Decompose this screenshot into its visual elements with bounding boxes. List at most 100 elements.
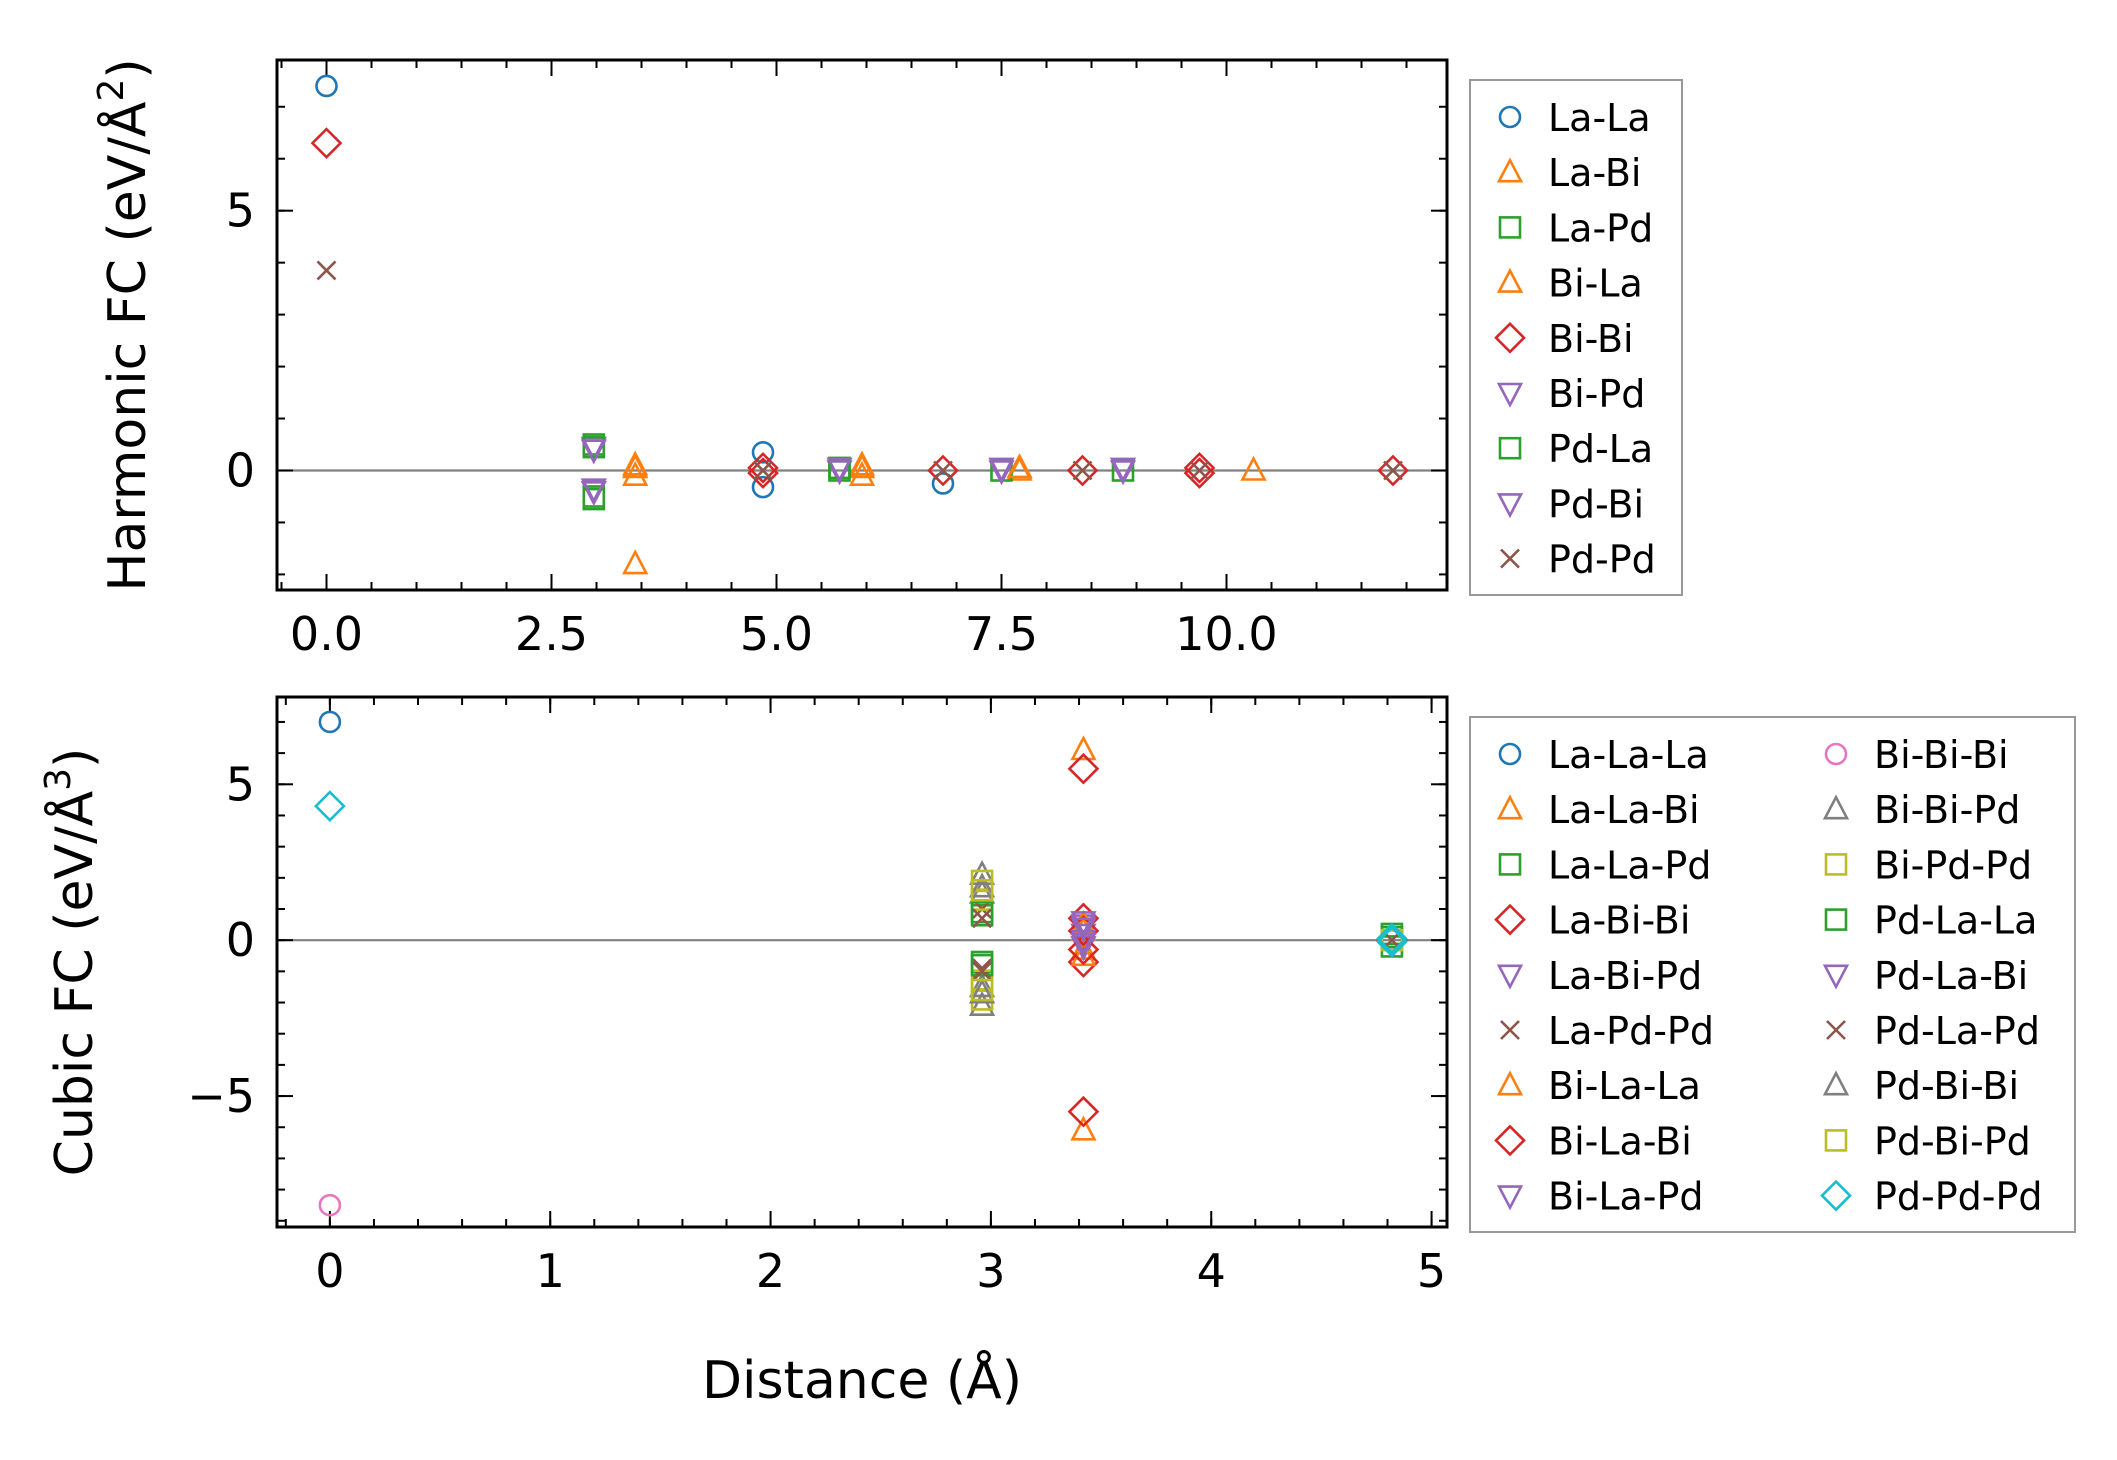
data-point	[933, 460, 953, 481]
data-point	[988, 457, 1015, 483]
legend-marker	[1498, 105, 1522, 129]
legend-entry-label: La-La	[1548, 96, 1651, 140]
data-point	[622, 460, 649, 486]
data-point	[972, 908, 993, 929]
legend-entry-label: La-La-Bi	[1548, 788, 1700, 832]
data-point	[848, 460, 876, 486]
data-point	[580, 478, 607, 504]
data-point	[968, 872, 996, 898]
data-point	[848, 453, 876, 479]
legend-entry-label: La-Pd	[1548, 206, 1653, 250]
legend-marker	[1500, 548, 1520, 569]
legend-entry-label: La-Bi	[1548, 151, 1641, 195]
data-point	[1240, 455, 1267, 481]
data-point	[1006, 453, 1033, 479]
data-point	[968, 972, 996, 998]
legend-marker	[1496, 157, 1524, 183]
x-axis-label: Distance (Å)	[702, 1349, 1022, 1411]
x-tick-label: 10.0	[1175, 607, 1277, 661]
x-tick-label: 2	[756, 1244, 785, 1298]
legend-marker	[1494, 1124, 1526, 1157]
data-point	[622, 549, 649, 575]
data-points	[314, 710, 1408, 1217]
legend-marker	[1496, 382, 1524, 408]
x-tick-label: 5.0	[740, 607, 813, 661]
y-tick-label: −5	[187, 1069, 255, 1123]
legend-marker	[1824, 908, 1848, 931]
data-point	[751, 475, 775, 499]
data-point	[1070, 911, 1097, 937]
data-point	[310, 127, 343, 159]
legend-marker	[1496, 493, 1524, 519]
y-axis-label: Cubic FC (eV/Å3)	[38, 748, 105, 1177]
data-point	[622, 453, 649, 479]
legend-entry-label: Pd-Bi-Bi	[1874, 1064, 2019, 1108]
data-point	[1067, 914, 1100, 947]
data-point	[1072, 460, 1093, 481]
legend: La-La La-Bi La-Pd Bi-La Bi-Bi Bi-Pd Pd-La Pd-Bi…	[1469, 79, 1683, 596]
legend-marker	[1498, 436, 1522, 460]
harmonic-fc-panel: 0.0 2.5 5.0 7.5 10.0 0 5 Harmonic FC (eV/Å2) La-…	[91, 58, 1683, 661]
legend-marker	[1498, 853, 1522, 876]
data-point	[1377, 454, 1409, 487]
y-tick-label: 5	[226, 757, 255, 811]
data-point	[580, 439, 607, 465]
legend-entry-label: Bi-Pd	[1548, 372, 1645, 416]
legend-entry-label: Pd-La-Bi	[1874, 954, 2028, 998]
data-point	[1183, 452, 1216, 484]
legend-entry-label: Pd-La-La	[1874, 899, 2037, 943]
legend-entry-label: Bi-Bi-Pd	[1874, 788, 2020, 832]
data-points	[310, 74, 1409, 575]
x-tick-label: 4	[1197, 1244, 1226, 1298]
legend: La-La-La La-La-Bi La-La-Pd La-Bi-Bi La-Bi-Pd…	[1469, 716, 2076, 1233]
data-point	[753, 460, 773, 481]
data-point	[315, 74, 338, 98]
data-point	[970, 878, 994, 902]
data-point	[1067, 933, 1100, 966]
data-point	[582, 435, 606, 459]
data-point	[970, 953, 994, 977]
x-tick-label: 5	[1417, 1244, 1446, 1298]
legend-marker	[1496, 1070, 1524, 1096]
legend-entry-label: La-Pd-Pd	[1548, 1009, 1714, 1053]
data-point	[1067, 1095, 1100, 1128]
legend-marker	[1822, 1070, 1850, 1096]
legend-entry-label: Bi-Bi-Bi	[1874, 733, 2009, 777]
data-point	[1070, 932, 1097, 959]
data-point	[1380, 928, 1404, 952]
x-tick-label: 0	[315, 1244, 344, 1298]
plot-frame	[275, 58, 1449, 592]
legend-entry-label: Bi-Bi	[1548, 317, 1634, 361]
data-point	[318, 710, 342, 734]
legend-marker	[1822, 794, 1850, 820]
data-point	[1189, 460, 1210, 481]
legend-marker	[1824, 853, 1848, 876]
data-point	[1067, 946, 1100, 978]
y-tick-label: 0	[226, 913, 255, 967]
plot-frame	[275, 695, 1449, 1229]
data-point	[747, 457, 779, 489]
data-point	[1070, 917, 1097, 943]
data-point	[1383, 460, 1403, 481]
legend-marker	[1496, 1185, 1524, 1211]
x-tick-label: 0.0	[290, 607, 363, 661]
legend-entry-label: Bi-La-La	[1548, 1064, 1701, 1108]
legend-marker	[1496, 964, 1524, 990]
legend-marker	[1496, 267, 1524, 293]
data-point	[1070, 1115, 1097, 1141]
legend-box	[1469, 716, 2076, 1233]
legend-entry-label: Bi-La-Bi	[1548, 1119, 1692, 1163]
legend-marker	[1824, 1129, 1848, 1152]
data-point	[1070, 929, 1097, 955]
data-point	[314, 790, 346, 822]
x-tick-label: 3	[976, 1244, 1005, 1298]
data-point	[1183, 457, 1216, 489]
legend-marker	[1820, 1179, 1852, 1212]
data-point	[1070, 735, 1097, 761]
legend-entry-label: La-Bi-Bi	[1548, 899, 1690, 943]
data-point	[316, 260, 337, 281]
legend-entry-label: Bi-La	[1548, 262, 1643, 306]
legend-entry-label: La-La-Pd	[1548, 843, 1711, 887]
legend-marker	[1824, 742, 1848, 766]
